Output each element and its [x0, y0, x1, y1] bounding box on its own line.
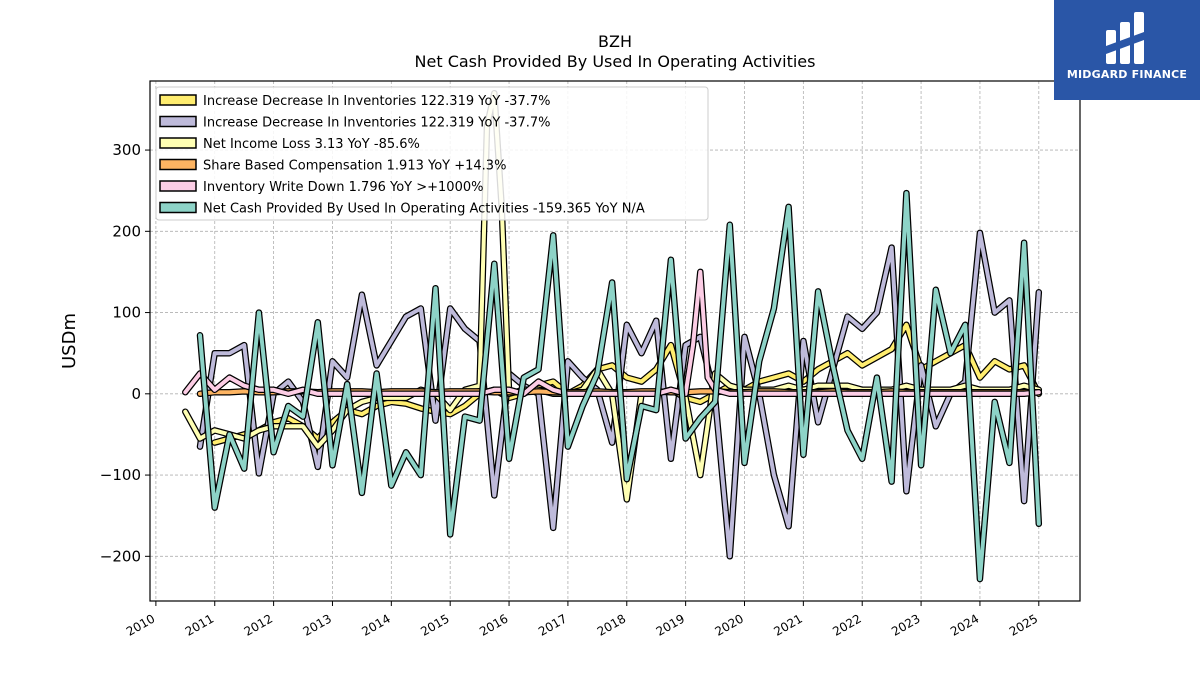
- x-tick-label: 2012: [242, 611, 275, 638]
- y-tick-label: 0: [131, 385, 141, 403]
- y-axis-label: USDm: [59, 313, 80, 369]
- x-tick-label: 2016: [477, 611, 510, 638]
- y-tick-label: 100: [112, 304, 141, 322]
- legend-swatch: [159, 94, 197, 106]
- x-tick-label: 2018: [595, 611, 628, 638]
- legend-swatch: [159, 115, 197, 128]
- x-tick-label: 2023: [889, 611, 922, 638]
- x-tick-label: 2020: [713, 611, 746, 638]
- x-tick-label: 2025: [1007, 611, 1040, 638]
- series-line: [198, 191, 1041, 582]
- x-tick-label: 2022: [830, 611, 863, 638]
- x-tick-label: 2021: [771, 611, 804, 638]
- y-tick-label: −100: [100, 466, 141, 484]
- legend-entry: Net Income Loss 3.13 YoY -85.6%: [203, 137, 420, 152]
- y-tick-label: −200: [100, 547, 141, 565]
- brand-logo-text: MIDGARD FINANCE: [1066, 68, 1188, 81]
- legend-swatch: [159, 201, 197, 214]
- legend-entry: Share Based Compensation 1.913 YoY +14.3…: [203, 159, 506, 174]
- series-lines: [182, 89, 1043, 583]
- chart-title: BZH: [598, 32, 632, 51]
- x-tick-label: 2017: [536, 611, 569, 638]
- series-5: [182, 268, 1043, 398]
- legend-entry: Increase Decrease In Inventories 122.319…: [203, 94, 550, 109]
- legend: Increase Decrease In Inventories 122.319…: [155, 86, 709, 221]
- y-axis: −200 −100 0 100 200 300: [100, 141, 150, 565]
- legend-entry: Increase Decrease In Inventories 122.319…: [203, 116, 550, 131]
- legend-entry: Inventory Write Down 1.796 YoY >+1000%: [203, 180, 483, 195]
- legend-entry: Net Cash Provided By Used In Operating A…: [203, 202, 645, 217]
- brand-logo: MIDGARD FINANCE: [1054, 0, 1200, 100]
- x-tick-label: 2024: [948, 611, 981, 638]
- plot-frame: [149, 80, 1081, 602]
- x-tick-label: 2015: [418, 611, 451, 638]
- chart-subtitle: Net Cash Provided By Used In Operating A…: [415, 52, 816, 71]
- legend-swatch: [159, 180, 197, 192]
- x-tick-label: 2014: [359, 611, 392, 638]
- x-tick-label: 2010: [124, 611, 157, 638]
- x-tick-label: 2019: [654, 611, 687, 638]
- x-tick-label: 2013: [301, 611, 334, 638]
- legend-swatch: [159, 158, 197, 171]
- series-6: [196, 189, 1043, 583]
- legend-swatch: [159, 137, 197, 149]
- series-line: [183, 269, 1041, 396]
- y-tick-label: 200: [112, 222, 141, 240]
- x-tick-label: 2011: [183, 611, 216, 638]
- y-tick-label: 300: [112, 141, 141, 159]
- x-axis: 2010 2011 2012 2013 2014 2015 2016 2017 2018 2019…: [124, 601, 1040, 639]
- legend-box: [155, 86, 709, 221]
- midgard-logo-icon: [1106, 12, 1144, 64]
